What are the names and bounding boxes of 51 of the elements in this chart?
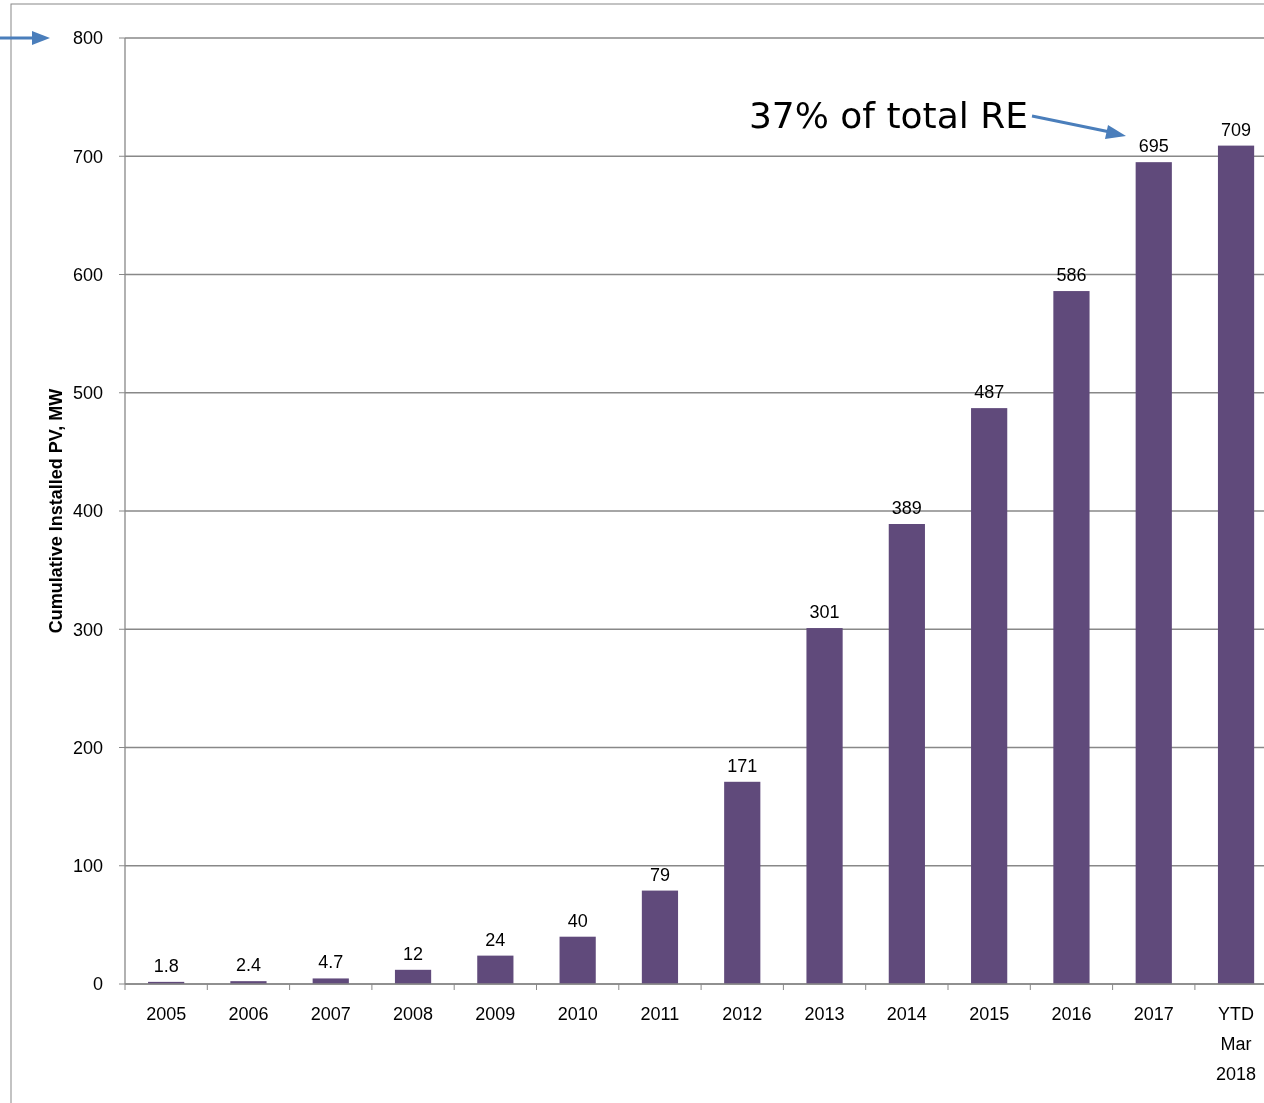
y-tick-label: 600 bbox=[72, 264, 103, 285]
y-tick-label: 200 bbox=[72, 737, 103, 758]
data-label: 487 bbox=[974, 382, 1005, 403]
x-tick-label: 2006 bbox=[228, 1004, 269, 1024]
y-tick-label: 700 bbox=[72, 146, 103, 167]
x-tick-label: 2010 bbox=[557, 1004, 598, 1024]
x-tick-label: 2017 bbox=[1133, 1004, 1174, 1024]
data-label: 2.4 bbox=[235, 955, 261, 976]
bar bbox=[1135, 162, 1172, 984]
x-tick-label: 2009 bbox=[475, 1004, 516, 1024]
bar bbox=[971, 408, 1008, 984]
data-label: 586 bbox=[1056, 265, 1087, 286]
x-tick-label: 2013 bbox=[804, 1004, 845, 1024]
bar bbox=[641, 890, 679, 984]
y-axis-title: Cumulative Installed PV, MW bbox=[46, 388, 66, 634]
bar bbox=[806, 628, 843, 984]
x-tick-label: 2008 bbox=[393, 1004, 434, 1024]
bar bbox=[1217, 145, 1255, 984]
data-label: 301 bbox=[809, 602, 840, 623]
data-label: 709 bbox=[1221, 119, 1252, 140]
bar bbox=[477, 955, 514, 984]
y-tick-label: 500 bbox=[72, 383, 103, 404]
bar bbox=[724, 781, 761, 984]
bar bbox=[888, 524, 925, 984]
data-label: 171 bbox=[727, 755, 758, 776]
data-label: 40 bbox=[567, 910, 588, 931]
bar bbox=[559, 936, 596, 984]
y-tick-label: 100 bbox=[72, 856, 103, 877]
data-label: 389 bbox=[891, 498, 922, 519]
data-label: 1.8 bbox=[153, 955, 179, 976]
y-tick-label: 400 bbox=[72, 501, 103, 522]
y-tick-label: 800 bbox=[72, 28, 103, 49]
data-label: 79 bbox=[649, 864, 670, 885]
bar bbox=[1053, 291, 1090, 984]
bar bbox=[394, 969, 432, 984]
x-tick-label: 2015 bbox=[969, 1004, 1010, 1024]
bar bbox=[312, 978, 349, 984]
x-tick-label: YTD Mar 2018 bbox=[1216, 1004, 1257, 1084]
data-label: 4.7 bbox=[318, 952, 344, 973]
y-tick-label: 0 bbox=[92, 974, 103, 995]
x-tick-label: 2014 bbox=[886, 1004, 927, 1024]
x-tick-label: 2012 bbox=[722, 1004, 763, 1024]
x-tick-label: 2011 bbox=[640, 1004, 680, 1024]
data-label: 695 bbox=[1138, 136, 1169, 157]
x-tick-label: 2016 bbox=[1051, 1004, 1092, 1024]
x-tick-label: 2007 bbox=[310, 1004, 351, 1024]
annotation: 37% of total RE bbox=[748, 95, 1028, 136]
data-label: 24 bbox=[485, 929, 506, 950]
data-label: 12 bbox=[403, 943, 424, 964]
x-tick-label: 2005 bbox=[146, 1004, 187, 1024]
y-tick-label: 300 bbox=[72, 619, 103, 640]
